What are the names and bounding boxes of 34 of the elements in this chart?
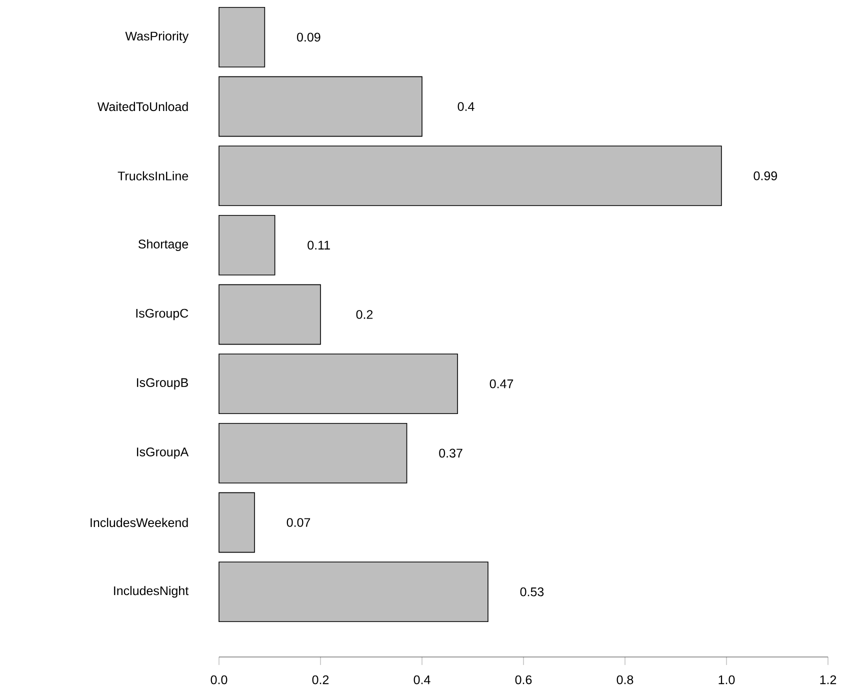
data-label: 0.4: [458, 102, 474, 111]
bar: [218, 146, 722, 206]
data-label: 0.99: [754, 171, 778, 180]
y-tick-label: IsGroupA: [136, 448, 189, 459]
data-label: 0.2: [356, 310, 373, 319]
bar: [218, 284, 321, 345]
data-label: 0.07: [286, 518, 310, 527]
bar: [218, 422, 408, 484]
data-label: 0.37: [439, 448, 462, 458]
x-tick-label: 0.8: [616, 675, 634, 684]
x-tick-label: 0.2: [312, 675, 329, 684]
x-tick-label: 0.4: [414, 675, 430, 684]
data-label: 0.47: [490, 379, 514, 388]
data-label: 0.09: [297, 32, 320, 42]
data-label: 0.53: [520, 587, 544, 596]
y-tick-label: IncludesNight: [114, 586, 189, 598]
bar: [218, 6, 266, 68]
y-tick-label: WaitedToUnload: [97, 102, 188, 112]
y-tick-label: IncludesWeekend: [90, 518, 188, 528]
y-tick-label: Shortage: [138, 239, 188, 251]
bar: [218, 492, 255, 553]
x-tick-label: 0.6: [515, 675, 532, 684]
y-tick-label: IsGroupB: [136, 378, 188, 390]
bar: [218, 354, 458, 414]
bar: [218, 562, 488, 622]
x-tick-label: 0.0: [210, 675, 228, 684]
bar: [218, 76, 422, 137]
x-tick-label: 1.2: [820, 675, 836, 684]
y-tick-label: WasPriority: [125, 31, 189, 43]
y-tick-label: IsGroupC: [136, 308, 188, 320]
x-tick-label: 1.0: [718, 675, 735, 684]
y-tick-label: TrucksInLine: [118, 171, 188, 180]
bar: [218, 214, 276, 276]
data-label: 0.11: [308, 240, 330, 250]
